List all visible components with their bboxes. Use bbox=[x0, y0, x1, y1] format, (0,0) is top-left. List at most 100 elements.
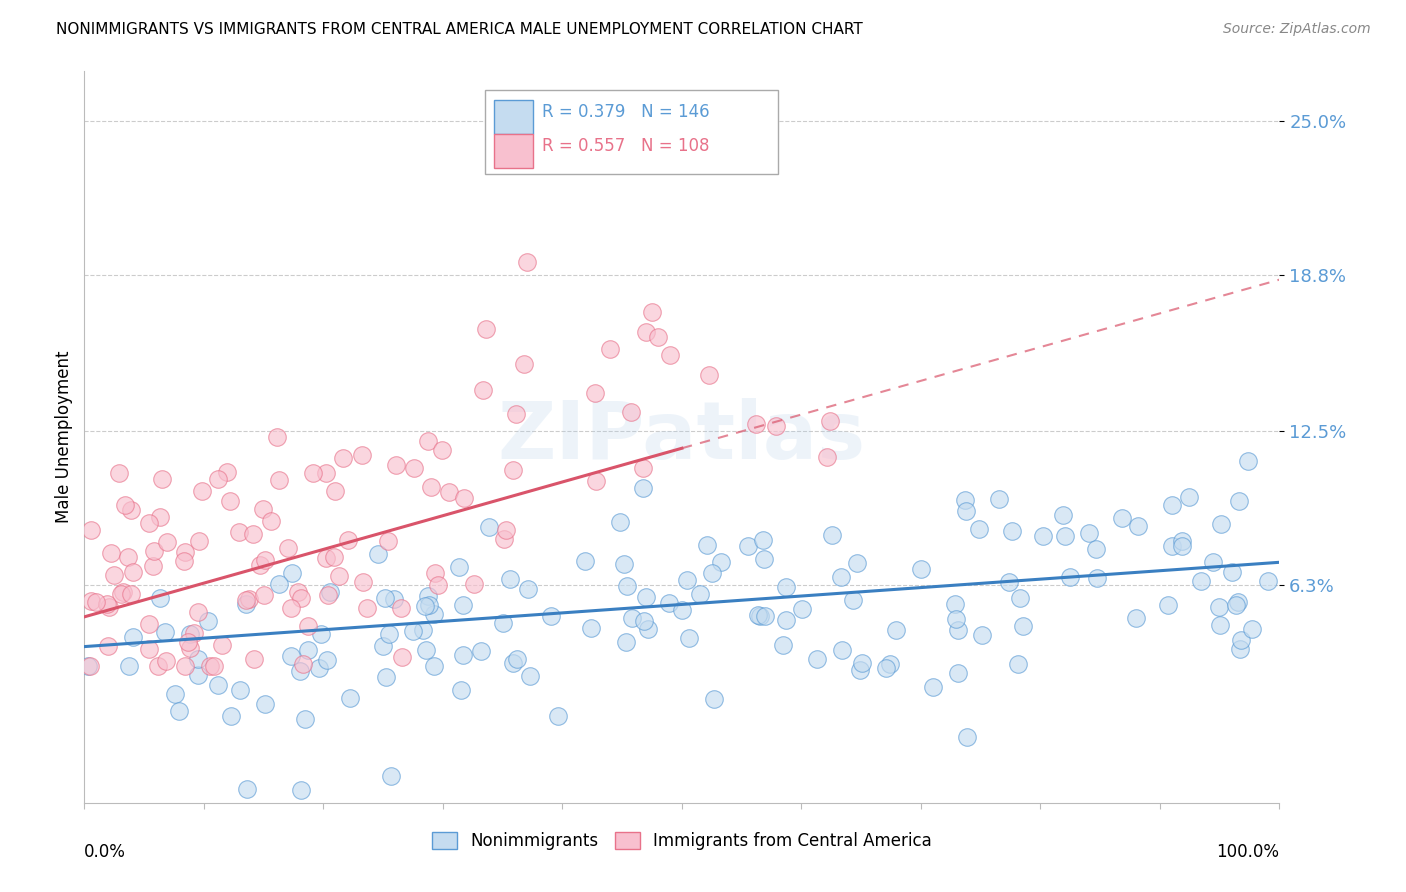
Point bbox=[103, 567, 125, 582]
Point bbox=[633, 614, 655, 628]
Point bbox=[953, 493, 976, 508]
Point bbox=[790, 601, 813, 615]
Point bbox=[207, 678, 229, 692]
Point bbox=[821, 528, 844, 542]
Point bbox=[772, 638, 794, 652]
Point bbox=[955, 504, 977, 518]
Text: 0.0%: 0.0% bbox=[84, 843, 127, 861]
Point bbox=[1160, 539, 1182, 553]
Point bbox=[389, 601, 412, 615]
Point bbox=[599, 342, 621, 356]
Point bbox=[367, 547, 389, 561]
Point bbox=[138, 516, 160, 530]
Point bbox=[1001, 524, 1024, 539]
Point bbox=[1220, 565, 1243, 579]
Point bbox=[418, 589, 440, 603]
Text: 100.0%: 100.0% bbox=[1216, 843, 1279, 861]
Point bbox=[471, 383, 494, 397]
Point bbox=[848, 663, 870, 677]
Point bbox=[946, 665, 969, 680]
Point bbox=[391, 650, 413, 665]
Point bbox=[323, 484, 346, 499]
Point bbox=[142, 544, 165, 558]
Point bbox=[229, 682, 252, 697]
Point bbox=[675, 573, 697, 587]
Point bbox=[316, 588, 339, 602]
Point bbox=[517, 582, 540, 596]
Point bbox=[114, 498, 136, 512]
Point bbox=[1171, 533, 1194, 548]
Point bbox=[846, 556, 869, 570]
Point bbox=[100, 546, 122, 560]
Point bbox=[1209, 516, 1232, 531]
Point bbox=[107, 466, 129, 480]
Point bbox=[187, 533, 209, 548]
Point bbox=[765, 419, 787, 434]
Point bbox=[423, 659, 446, 673]
Point bbox=[120, 503, 142, 517]
Point bbox=[318, 585, 340, 599]
Point bbox=[277, 541, 299, 555]
Point bbox=[432, 443, 454, 458]
Point bbox=[470, 644, 492, 658]
Point bbox=[1085, 571, 1108, 585]
Point bbox=[647, 330, 669, 344]
Point bbox=[634, 590, 657, 604]
Point bbox=[156, 535, 179, 549]
Point bbox=[988, 491, 1011, 506]
Point bbox=[173, 659, 195, 673]
Point bbox=[155, 625, 177, 640]
Point bbox=[754, 608, 776, 623]
Point bbox=[948, 624, 970, 638]
Point bbox=[450, 683, 472, 698]
Point bbox=[1053, 529, 1076, 543]
Point bbox=[1226, 595, 1249, 609]
Point bbox=[1208, 599, 1230, 614]
Point bbox=[737, 539, 759, 553]
Point bbox=[179, 640, 201, 655]
Point bbox=[138, 642, 160, 657]
Point bbox=[242, 527, 264, 541]
Point bbox=[1202, 555, 1225, 569]
Point bbox=[775, 581, 797, 595]
Point bbox=[235, 597, 257, 611]
Point bbox=[879, 657, 901, 671]
Point bbox=[418, 434, 440, 448]
Point bbox=[1189, 574, 1212, 588]
Point bbox=[111, 584, 134, 599]
Point bbox=[211, 639, 233, 653]
Point bbox=[177, 635, 200, 649]
Point bbox=[1128, 519, 1150, 533]
Point bbox=[352, 574, 374, 589]
Point bbox=[547, 708, 569, 723]
Point bbox=[1236, 454, 1258, 468]
Point bbox=[97, 600, 120, 615]
Point bbox=[413, 599, 436, 614]
Point bbox=[806, 652, 828, 666]
Point bbox=[752, 533, 775, 548]
Point bbox=[910, 561, 932, 575]
Point bbox=[202, 659, 225, 673]
Point bbox=[494, 532, 516, 546]
Point bbox=[1010, 591, 1032, 605]
Point bbox=[1007, 657, 1029, 671]
Point bbox=[142, 559, 165, 574]
Point bbox=[297, 619, 319, 633]
Point bbox=[754, 552, 776, 566]
FancyBboxPatch shape bbox=[495, 100, 533, 134]
Point bbox=[356, 600, 378, 615]
Point bbox=[631, 460, 654, 475]
Point bbox=[1225, 598, 1247, 612]
Point bbox=[308, 661, 330, 675]
Point bbox=[122, 565, 145, 579]
Point bbox=[967, 522, 990, 536]
Point bbox=[696, 538, 718, 552]
Point bbox=[818, 415, 841, 429]
Point bbox=[173, 544, 195, 558]
Point bbox=[79, 594, 101, 608]
Point bbox=[478, 519, 501, 533]
Point bbox=[332, 451, 354, 466]
Point bbox=[294, 712, 316, 726]
Point bbox=[316, 653, 339, 667]
Point bbox=[749, 608, 772, 623]
